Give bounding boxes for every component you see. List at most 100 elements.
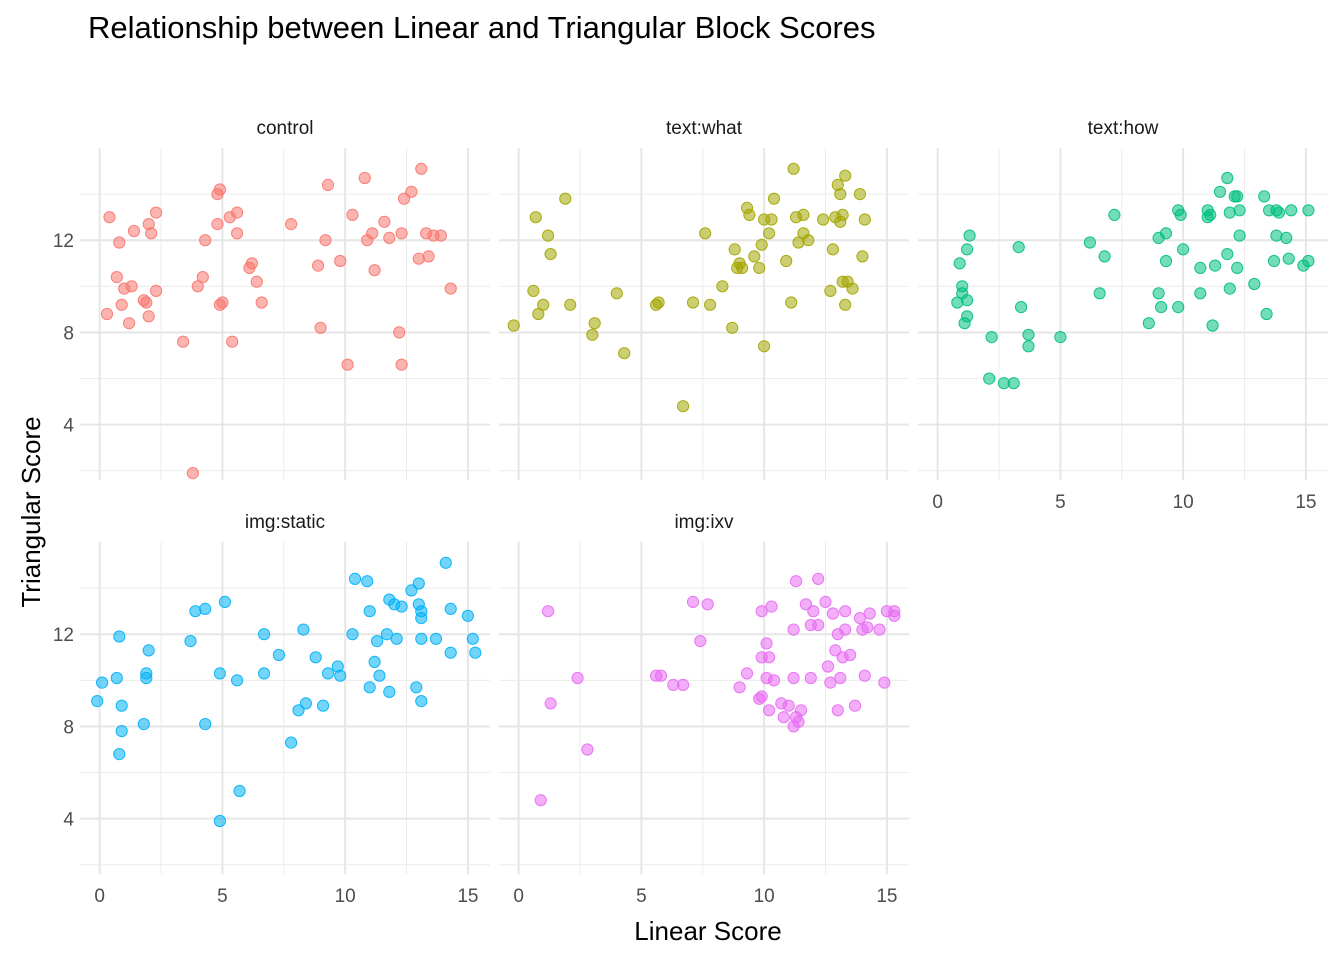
scatter-point	[415, 695, 428, 708]
scatter-point	[765, 213, 778, 226]
scatter-point	[559, 192, 572, 205]
x-tick-label: 15	[457, 886, 478, 907]
scatter-point	[1302, 204, 1315, 217]
scatter-point	[368, 655, 381, 669]
scatter-point	[878, 676, 891, 689]
scatter-point	[393, 326, 406, 339]
x-tick-label: 0	[513, 886, 524, 907]
scatter-point	[145, 227, 158, 240]
scatter-point	[846, 282, 859, 295]
scatter-point	[444, 602, 457, 616]
facet-strip-label: img:static	[245, 512, 325, 533]
panel-text-what: text:what	[499, 118, 909, 480]
scatter-point	[199, 234, 212, 247]
scatter-point	[787, 162, 800, 175]
panel-control: control 4 8 12	[53, 118, 490, 480]
scatter-point	[586, 328, 599, 341]
scatter-point	[1155, 301, 1168, 314]
scatter-point	[863, 607, 876, 620]
scatter-point	[839, 298, 852, 311]
scatter-point	[1152, 287, 1165, 300]
scatter-point	[123, 317, 136, 330]
scatter-point	[873, 623, 886, 636]
scatter-point	[1258, 190, 1271, 203]
scatter-point	[184, 635, 197, 648]
scatter-point	[961, 310, 974, 323]
scatter-point	[115, 699, 128, 712]
scatter-point	[346, 628, 359, 641]
scatter-point	[953, 257, 966, 270]
scatter-point	[363, 605, 376, 618]
scatter-point	[848, 699, 862, 712]
scatter-point	[199, 718, 212, 731]
scatter-point	[1083, 236, 1097, 249]
scatter-point	[1007, 377, 1020, 390]
scatter-point	[1223, 282, 1236, 295]
scatter-point	[321, 178, 335, 191]
scatter-point	[422, 250, 435, 263]
scatter-point	[802, 234, 815, 247]
scatter-point	[1015, 301, 1028, 314]
scatter-point	[763, 704, 776, 717]
scatter-point	[853, 188, 867, 201]
scatter-point	[787, 671, 800, 685]
scatter-point	[888, 609, 901, 622]
scatter-point	[231, 206, 244, 219]
scatter-point	[799, 598, 813, 611]
scatter-point	[755, 690, 768, 703]
scatter-point	[469, 646, 482, 659]
scatter-point	[1108, 208, 1121, 221]
y-tick-label: 12	[53, 231, 74, 252]
scatter-point	[213, 814, 226, 828]
scatter-point	[1221, 171, 1234, 185]
scatter-point	[412, 577, 425, 590]
scatter-point	[1260, 307, 1273, 321]
scatter-point	[415, 612, 428, 625]
scatter-point	[395, 358, 408, 371]
scatter-point	[564, 298, 577, 311]
scatter-point	[699, 227, 712, 240]
scatter-point	[317, 699, 330, 712]
x-tick-label: 5	[1055, 492, 1066, 513]
scatter-point	[1172, 301, 1185, 314]
scatter-point	[211, 218, 224, 231]
x-tick-label: 5	[636, 886, 647, 907]
scatter-point	[785, 296, 798, 309]
scatter-point	[701, 598, 714, 611]
scatter-point	[824, 284, 837, 297]
y-tick-label: 4	[63, 416, 74, 437]
scatter-point	[115, 725, 128, 738]
scatter-point	[794, 704, 808, 717]
scatter-point	[383, 685, 396, 699]
scatter-point	[125, 280, 138, 293]
scatter-point	[753, 261, 766, 274]
scatter-point	[1054, 331, 1067, 344]
facet-strip-label: text:what	[666, 118, 743, 139]
scatter-point	[140, 296, 153, 309]
scatter-point	[1194, 287, 1207, 300]
scatter-point	[461, 609, 474, 622]
scatter-point	[285, 218, 298, 231]
scatter-point	[429, 632, 443, 645]
scatter-point	[1022, 328, 1035, 341]
scatter-point	[1174, 208, 1187, 221]
scatter-point	[199, 602, 212, 616]
scatter-point	[444, 646, 457, 659]
scatter-point	[831, 704, 844, 717]
scatter-point	[191, 280, 204, 293]
scatter-point	[804, 671, 817, 685]
scatter-point	[858, 213, 871, 226]
scatter-point	[91, 695, 104, 708]
scatter-point	[760, 637, 773, 650]
scatter-point	[839, 605, 852, 618]
x-tick-label: 0	[94, 886, 105, 907]
scatter-point	[755, 238, 768, 251]
scatter-point	[177, 335, 190, 348]
scatter-point	[140, 667, 153, 680]
scatter-point	[415, 162, 428, 175]
scatter-point	[113, 236, 126, 249]
scatter-point	[733, 681, 746, 694]
scatter-point	[1159, 227, 1173, 240]
scatter-point	[829, 644, 842, 657]
scatter-point	[250, 275, 263, 288]
